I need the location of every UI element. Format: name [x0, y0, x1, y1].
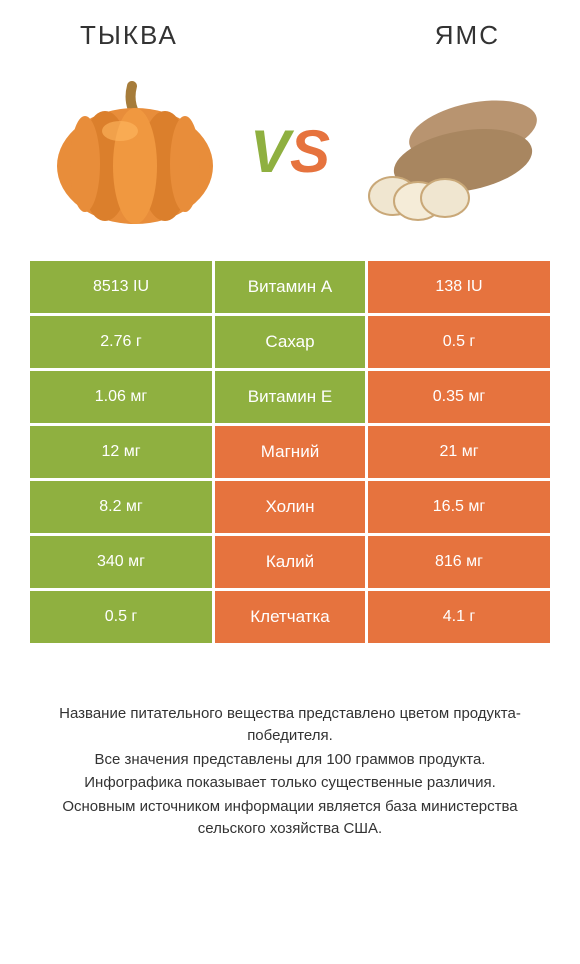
cell-left: 8.2 мг [30, 481, 212, 533]
table-row: 2.76 г Сахар 0.5 г [30, 316, 550, 368]
images-row: VS [30, 71, 550, 231]
cell-left: 340 мг [30, 536, 212, 588]
vs-text: VS [250, 117, 330, 186]
cell-label: Калий [215, 536, 365, 588]
cell-right: 4.1 г [368, 591, 550, 643]
comparison-table: 8513 IU Витамин A 138 IU 2.76 г Сахар 0.… [30, 261, 550, 643]
cell-left: 0.5 г [30, 591, 212, 643]
title-left: ТЫКВА [80, 20, 178, 51]
pumpkin-image [40, 71, 230, 231]
cell-right: 21 мг [368, 426, 550, 478]
cell-label: Холин [215, 481, 365, 533]
footer-line: Инфографика показывает только существенн… [35, 772, 545, 794]
footer-text: Название питательного вещества представл… [30, 703, 550, 840]
table-row: 0.5 г Клетчатка 4.1 г [30, 591, 550, 643]
cell-right: 0.35 мг [368, 371, 550, 423]
cell-left: 8513 IU [30, 261, 212, 313]
cell-label: Клетчатка [215, 591, 365, 643]
cell-right: 16.5 мг [368, 481, 550, 533]
cell-left: 12 мг [30, 426, 212, 478]
cell-left: 2.76 г [30, 316, 212, 368]
footer-line: Основным источником информации является … [35, 796, 545, 840]
title-right: ЯМС [435, 20, 500, 51]
cell-label: Витамин E [215, 371, 365, 423]
table-row: 1.06 мг Витамин E 0.35 мг [30, 371, 550, 423]
cell-label: Сахар [215, 316, 365, 368]
cell-label: Магний [215, 426, 365, 478]
cell-right: 138 IU [368, 261, 550, 313]
cell-left: 1.06 мг [30, 371, 212, 423]
cell-right: 816 мг [368, 536, 550, 588]
table-row: 8.2 мг Холин 16.5 мг [30, 481, 550, 533]
table-row: 8513 IU Витамин A 138 IU [30, 261, 550, 313]
cell-right: 0.5 г [368, 316, 550, 368]
footer-line: Все значения представлены для 100 граммо… [35, 749, 545, 771]
table-row: 12 мг Магний 21 мг [30, 426, 550, 478]
vs-v: V [250, 118, 290, 185]
footer-line: Название питательного вещества представл… [35, 703, 545, 747]
cell-label: Витамин A [215, 261, 365, 313]
yam-image [350, 71, 540, 231]
table-row: 340 мг Калий 816 мг [30, 536, 550, 588]
vs-s: S [290, 118, 330, 185]
